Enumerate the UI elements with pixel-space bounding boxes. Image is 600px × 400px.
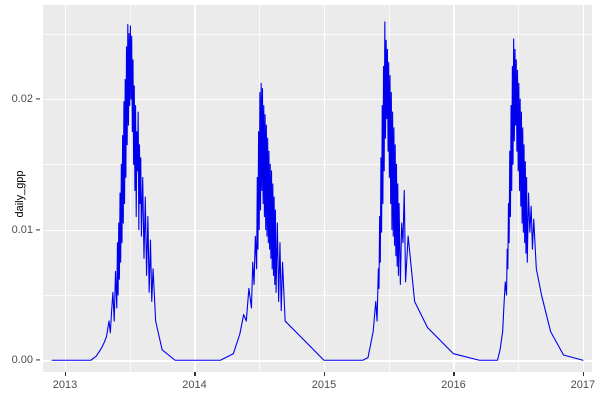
gridline-major-x (323, 5, 326, 372)
gridline-major-y (43, 99, 592, 101)
y-tick-mark (36, 359, 40, 361)
y-tick-label: 0.00 (11, 354, 33, 367)
x-tick-label: 2013 (52, 379, 78, 391)
y-tick-label: 0.01 (11, 223, 33, 236)
gridline-major-x (65, 5, 67, 372)
gridline-major-x (582, 5, 585, 372)
gridline-minor-x (129, 5, 131, 372)
x-tick-mark (453, 372, 455, 376)
series-daily-gpp (51, 21, 584, 361)
x-tick-label: 2017 (570, 379, 596, 391)
y-axis-label: daily_gpp (14, 170, 26, 218)
y-tick-mark (36, 229, 40, 231)
y-axis: 0.00 0.01 0.02 (0, 0, 40, 400)
series-line (51, 21, 584, 361)
x-tick-mark (65, 372, 67, 376)
gridline-major-y (43, 360, 592, 362)
x-axis: 2013 2014 2015 2016 2017 (0, 372, 600, 400)
gridline-major-y (43, 229, 592, 231)
gridline-major-x (194, 5, 196, 372)
plot-panel (43, 5, 592, 372)
y-tick-mark (36, 98, 40, 100)
gridline-minor-x (388, 5, 390, 372)
x-tick-label: 2016 (441, 379, 466, 391)
x-tick-mark (194, 372, 196, 376)
y-tick-label: 0.02 (11, 93, 33, 106)
x-tick-mark (582, 372, 585, 376)
x-tick-label: 2015 (311, 379, 337, 391)
x-tick-mark (323, 372, 326, 376)
gridline-minor-y (43, 294, 592, 296)
gridline-minor-y (43, 33, 592, 35)
x-tick-label: 2014 (182, 379, 207, 391)
gridline-minor-y (43, 164, 592, 166)
gridline-minor-x (518, 5, 519, 372)
gridline-major-x (453, 5, 455, 372)
